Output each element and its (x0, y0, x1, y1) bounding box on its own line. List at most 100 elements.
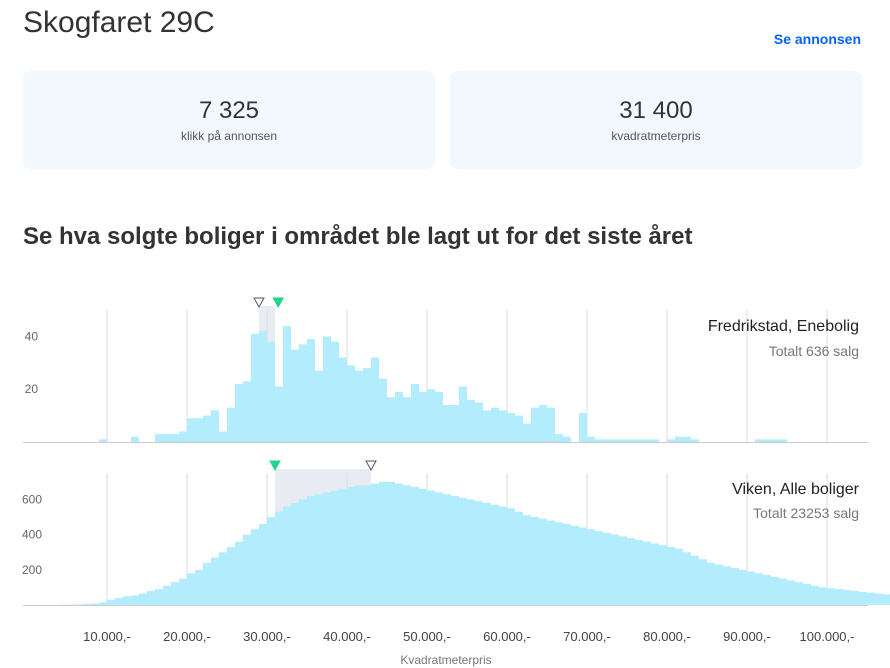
bar (507, 412, 515, 442)
bar (147, 590, 155, 605)
bar (83, 604, 91, 605)
bar (419, 391, 427, 442)
bar (563, 436, 571, 442)
bar (811, 585, 819, 605)
bar (587, 436, 595, 442)
bar (547, 520, 555, 605)
bar (571, 525, 579, 605)
bar (179, 578, 187, 605)
bar (595, 439, 603, 442)
bar (683, 436, 691, 442)
bar (459, 386, 467, 442)
bar (131, 436, 139, 442)
bar (611, 439, 619, 442)
bar (251, 529, 259, 605)
bar (475, 402, 483, 442)
bar (331, 490, 339, 605)
bar (451, 405, 459, 442)
bar (379, 481, 387, 605)
bar (347, 365, 355, 442)
bar (379, 378, 387, 442)
bar (459, 497, 467, 605)
bar (363, 485, 371, 605)
bar (619, 439, 627, 442)
bar (651, 543, 659, 605)
bar (331, 341, 339, 442)
bar (779, 578, 787, 605)
bar (275, 511, 283, 605)
bar (211, 410, 219, 442)
bar (747, 571, 755, 605)
panel-title: Viken, Alle boliger (732, 481, 860, 498)
bar (843, 590, 851, 605)
bar (315, 370, 323, 442)
bar (491, 407, 499, 442)
bar (203, 562, 211, 605)
bar (227, 546, 235, 605)
bar (603, 439, 611, 442)
bar (555, 434, 563, 442)
bar (579, 412, 587, 442)
x-tick-label: 60.000,- (483, 629, 531, 644)
y-tick-label: 20 (25, 382, 39, 396)
bar (291, 349, 299, 442)
bar (99, 439, 107, 442)
bar (211, 557, 219, 605)
bar (307, 339, 315, 442)
bar (539, 405, 547, 442)
page-title: Skogfaret 29C (23, 6, 215, 39)
bar (403, 485, 411, 605)
bar (75, 604, 83, 605)
bar (187, 418, 195, 442)
x-tick-label: 80.000,- (643, 629, 691, 644)
bar (627, 439, 635, 442)
bar (235, 541, 243, 605)
bar (515, 415, 523, 442)
x-tick-label: 20.000,- (163, 629, 211, 644)
bar (635, 439, 643, 442)
bar (435, 492, 443, 605)
see-ad-link[interactable]: Se annonsen (773, 31, 861, 47)
bar (827, 588, 835, 605)
bar (883, 594, 890, 605)
bar (371, 357, 379, 442)
bar (195, 569, 203, 605)
bar (595, 531, 603, 605)
bar (323, 336, 331, 442)
bar (635, 539, 643, 605)
y-tick-label: 600 (22, 492, 42, 506)
bar (275, 386, 283, 442)
bar (411, 383, 419, 442)
bar (299, 499, 307, 605)
bar (227, 407, 235, 442)
bar (427, 490, 435, 605)
bar (627, 538, 635, 605)
stat-value: 7 325 (198, 97, 260, 124)
bar (723, 566, 731, 605)
bar (499, 506, 507, 605)
bar (187, 573, 195, 605)
stat-label: klikk på annonsen (180, 129, 278, 143)
bar (579, 527, 587, 605)
bar (283, 325, 291, 442)
bar (691, 439, 699, 442)
bar (771, 576, 779, 605)
bar (803, 583, 811, 605)
bar (419, 488, 427, 605)
bar (531, 517, 539, 605)
bar (219, 431, 227, 442)
bar (163, 585, 171, 605)
x-tick-label: 50.000,- (403, 629, 451, 644)
bar (755, 573, 763, 605)
bar (195, 418, 203, 442)
section-heading: Se hva solgte boliger i området ble lagt… (23, 223, 693, 250)
panel-subtitle: Totalt 23253 salg (753, 505, 859, 521)
bar (531, 407, 539, 442)
bar (699, 559, 707, 605)
bar (475, 501, 483, 605)
bar (139, 593, 147, 605)
panel-title: Fredrikstad, Enebolig (708, 318, 859, 335)
bar (491, 504, 499, 605)
bar (91, 603, 99, 605)
